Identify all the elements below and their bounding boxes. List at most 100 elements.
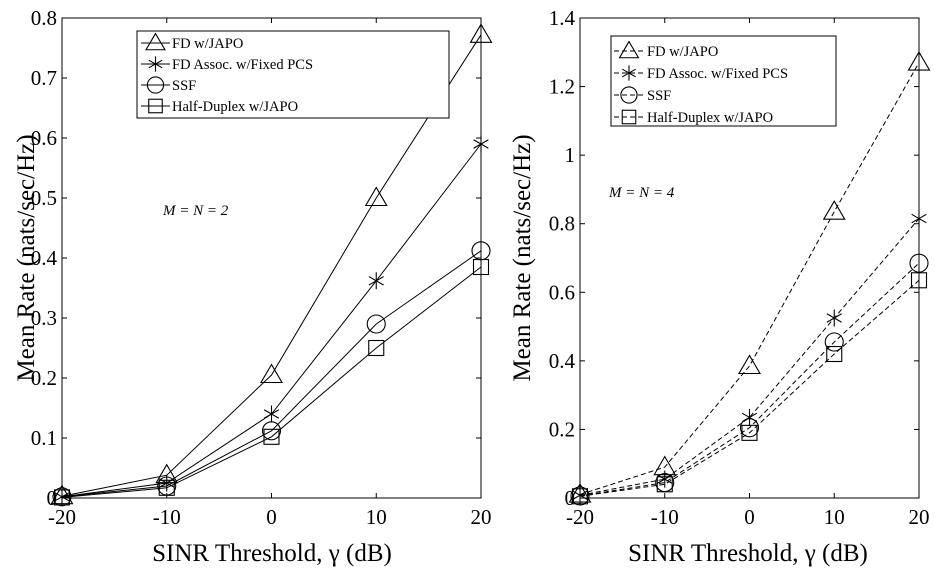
data-point-fd-w-japo	[738, 354, 761, 375]
series-line-fd-assoc-w-fixed-pcs	[579, 218, 920, 496]
data-point-fd-assoc-w-fixed-pcs	[741, 408, 758, 426]
data-point-fd-assoc-w-fixed-pcs	[473, 135, 489, 153]
legend-marker-triangle	[618, 40, 640, 59]
data-point-ssf	[570, 486, 590, 506]
legend-item-fd-assoc-w-fixed-pcs: FD Assoc. w/Fixed PCS	[614, 65, 788, 82]
x-tick-label: 0	[266, 505, 277, 529]
series-line-ssf	[579, 262, 920, 497]
data-point-half-duplex-w-japo	[826, 345, 843, 363]
y-tick-label: 1.2	[549, 75, 575, 99]
legend-item-fd-w-japo: FD w/JAPO	[141, 32, 243, 52]
data-point-fd-w-japo	[469, 23, 493, 43]
data-point-fd-w-japo	[260, 363, 283, 384]
legend-label: FD Assoc. w/Fixed PCS	[647, 66, 788, 82]
data-point-half-duplex-w-japo	[910, 272, 928, 289]
chart-left: 0 0.1 0.2 0.3 0.4 0.5 0.6 0.7 0.8 -20 -10 0 10 20 Me…	[13, 6, 493, 567]
x-tick-label: 20	[471, 505, 492, 529]
data-point-half-duplex-w-japo	[571, 488, 589, 505]
legend-item-fd-assoc-w-fixed-pcs: FD Assoc. w/Fixed PCS	[141, 56, 313, 73]
legend-item-half-duplex-w-japo: Half-Duplex w/JAPO	[141, 98, 298, 115]
tick-marks-left	[61, 17, 482, 499]
x-tick-label: -10	[651, 505, 679, 529]
data-point-fd-assoc-w-fixed-pcs	[826, 309, 842, 327]
y-tick-label: 0.3	[31, 306, 57, 330]
data-point-ssf	[366, 314, 386, 334]
legend-label: Half-Duplex w/JAPO	[172, 99, 298, 115]
legend-item-fd-w-japo: FD w/JAPO	[614, 40, 718, 60]
data-point-fd-assoc-w-fixed-pcs	[572, 486, 588, 504]
legend-items-right: FD w/JAPO FD Assoc. w/Fixed PCS SSF Half-Du…	[614, 40, 788, 126]
y-tick-label: 0.2	[31, 366, 57, 390]
y-tick-label: 0	[565, 486, 576, 510]
legend-item-ssf: SSF	[614, 86, 671, 104]
y-tick-label: 0.4	[549, 349, 576, 373]
legend-label: FD w/JAPO	[647, 44, 718, 60]
data-point-fd-w-japo	[822, 200, 846, 220]
data-point-half-duplex-w-japo	[472, 258, 490, 276]
y-tick-label: 0	[47, 486, 58, 510]
legend-left: FD w/JAPO FD Assoc. w/Fixed PCS SSF Half-Du…	[136, 30, 450, 119]
x-tick-label: 10	[824, 505, 845, 529]
series-line-fd-w-japo	[61, 34, 482, 497]
legend-marker-triangle	[145, 32, 166, 51]
legend-items-left: FD w/JAPO FD Assoc. w/Fixed PCS SSF Half-Du…	[141, 32, 313, 115]
data-point-half-duplex-w-japo	[741, 424, 758, 441]
x-tick-label: 0	[744, 505, 755, 529]
legend-label: Half-Duplex w/JAPO	[647, 110, 773, 126]
y-tick-label: 1	[565, 143, 576, 167]
data-point-fd-w-japo	[364, 186, 388, 207]
data-point-half-duplex-w-japo	[368, 339, 385, 357]
y-tick-label: 0.8	[31, 6, 57, 30]
legend-label: FD w/JAPO	[172, 36, 243, 52]
legend-box-left	[136, 30, 450, 119]
y-tick-label: 0.8	[549, 212, 575, 236]
data-point-ssf	[824, 332, 844, 352]
x-tick-label: -20	[48, 505, 76, 529]
data-point-fd-assoc-w-fixed-pcs	[54, 488, 70, 506]
data-point-ssf	[739, 418, 760, 438]
annotation-left: M = N = 2	[162, 203, 229, 219]
y-tick-label: 0.6	[549, 280, 575, 304]
y-tick-labels-right: 0 0.2 0.4 0.6 0.8 1 1.2 1.4	[549, 6, 576, 510]
x-tick-label: 10	[366, 505, 387, 529]
series-lines-left	[61, 34, 482, 498]
data-point-half-duplex-w-japo	[53, 489, 71, 506]
series-line-ssf	[61, 250, 482, 498]
data-point-half-duplex-w-japo	[656, 476, 673, 493]
data-point-half-duplex-w-japo	[158, 479, 175, 496]
series-markers-right	[568, 50, 931, 506]
legend-marker-asterisk	[148, 56, 163, 72]
x-axis-label-left: SINR Threshold, γ (dB)	[152, 540, 392, 567]
data-point-ssf	[52, 487, 72, 507]
legend-marker-circle	[146, 76, 165, 94]
legend-right: FD w/JAPO FD Assoc. w/Fixed PCS SSF Half-Du…	[610, 35, 837, 127]
y-axis-label-left: Mean Rate (nats/sec/Hz)	[13, 134, 40, 381]
data-point-fd-w-japo	[907, 50, 931, 71]
y-tick-label: 0.7	[31, 66, 57, 90]
y-tick-label: 0.2	[549, 417, 575, 441]
x-tick-labels-right: -20 -10 0 10 20	[566, 505, 930, 529]
data-point-fd-assoc-w-fixed-pcs	[263, 405, 280, 423]
legend-marker-asterisk	[622, 65, 636, 81]
legend-marker-square	[621, 109, 637, 125]
chart-right: 0 0.2 0.4 0.6 0.8 1 1.2 1.4 -20 -10 0 10 20 Mean Ra…	[509, 6, 931, 567]
legend-label: SSF	[172, 78, 196, 94]
series-line-half-duplex-w-japo	[61, 266, 482, 498]
legend-item-half-duplex-w-japo: Half-Duplex w/JAPO	[614, 109, 773, 126]
data-point-ssf	[261, 421, 282, 441]
series-line-half-duplex-w-japo	[579, 279, 920, 497]
x-tick-label: -10	[153, 505, 181, 529]
y-tick-label: 0.5	[31, 186, 57, 210]
legend-item-ssf: SSF	[141, 76, 196, 94]
x-tick-label: 20	[909, 505, 930, 529]
data-point-ssf	[909, 253, 929, 273]
y-tick-labels-left: 0 0.1 0.2 0.3 0.4 0.5 0.6 0.7 0.8	[31, 6, 58, 510]
y-tick-label: 0.4	[31, 246, 58, 270]
x-axis-label-right: SINR Threshold, γ (dB)	[628, 540, 868, 567]
legend-box-right	[610, 35, 837, 127]
series-markers-left	[50, 23, 493, 507]
y-tick-label: 0.1	[31, 426, 57, 450]
x-tick-label: -20	[566, 505, 594, 529]
y-axis-label-right: Mean Rate (nats/sec/Hz)	[509, 134, 536, 381]
